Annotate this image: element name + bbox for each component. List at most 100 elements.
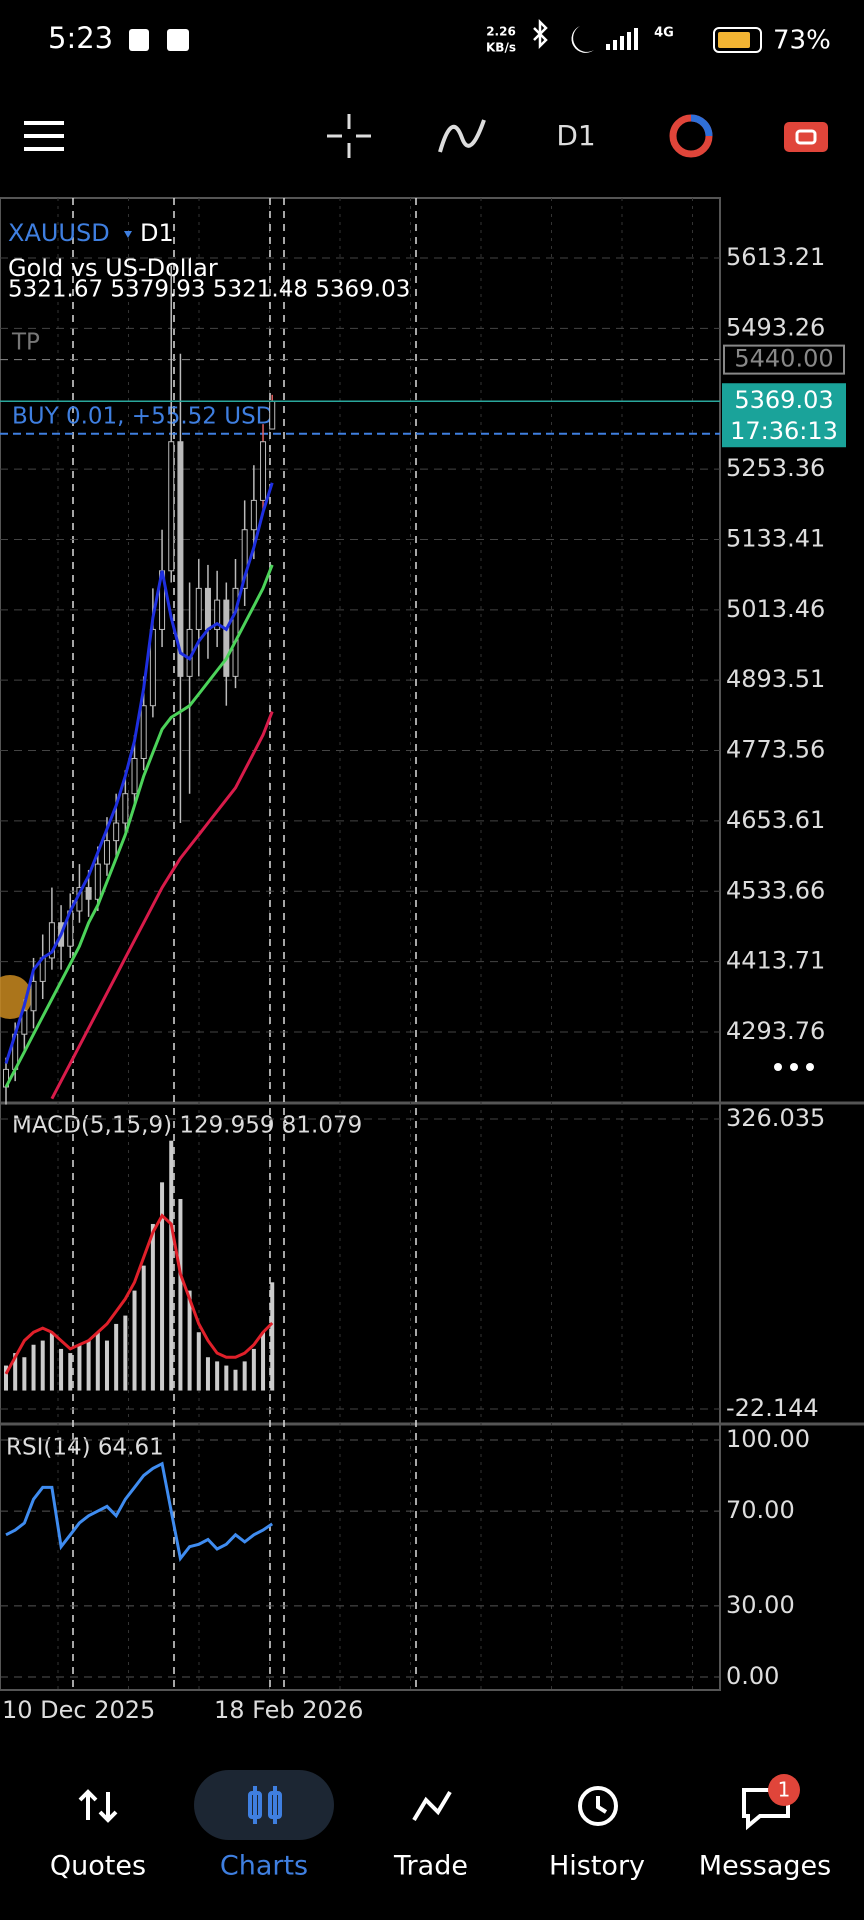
clock-button-accent[interactable] <box>690 114 713 137</box>
price-tick-label: 4893.51 <box>726 665 825 693</box>
price-tick-label: 4773.56 <box>726 736 825 764</box>
macd-signal-line <box>4 1213 274 1375</box>
nav-label[interactable]: Charts <box>220 1851 308 1882</box>
ma-green-line <box>4 564 274 1088</box>
rsi-tick-label: 100.00 <box>726 1425 810 1453</box>
macd-bar <box>224 1365 229 1391</box>
macd-bar <box>196 1332 201 1391</box>
current-price-box <box>722 383 846 448</box>
chart-frame <box>0 197 721 1691</box>
trade-button-icon[interactable] <box>795 129 817 145</box>
macd-bar <box>242 1361 247 1391</box>
ohlc: 5321.67 5379.93 5321.48 5369.03 <box>8 277 410 303</box>
bluetooth-icon <box>533 18 548 50</box>
macd-bar <box>77 1344 82 1391</box>
symbol-description: Gold vs US-Dollar <box>8 254 218 282</box>
macd-bar <box>31 1344 36 1391</box>
macd-bar <box>169 1140 174 1391</box>
price-tick-label: 4653.61 <box>726 806 825 834</box>
candle-body <box>223 599 230 677</box>
rsi-tick-label: 30.00 <box>726 1591 795 1619</box>
candle-body <box>48 922 55 959</box>
menu-button[interactable] <box>24 121 64 151</box>
tp-label: TP <box>11 330 40 356</box>
nav-label[interactable]: Messages <box>699 1851 831 1882</box>
nav-labels: Quotes Charts Trade History Messages <box>50 1851 831 1882</box>
macd-bar <box>178 1198 183 1391</box>
candle-body <box>140 705 147 759</box>
candle-body <box>204 587 211 630</box>
candle-body <box>94 863 101 900</box>
price-tick-label: 5613.21 <box>726 243 825 271</box>
macd-bar <box>150 1223 155 1391</box>
current-price-label: 5369.03 <box>734 386 833 414</box>
candle-body <box>260 441 267 501</box>
macd-bar <box>215 1361 220 1391</box>
ma-red-line <box>50 711 274 1100</box>
candle-body <box>3 1068 9 1088</box>
nav-label[interactable]: Quotes <box>50 1851 146 1882</box>
timeframe-button[interactable]: D1 <box>556 119 595 152</box>
chart-timeframe: D1 <box>140 219 174 247</box>
badge <box>768 1774 800 1806</box>
trade-icon[interactable] <box>412 1790 452 1822</box>
crosshair-button[interactable] <box>327 114 371 158</box>
macd-bar <box>86 1340 91 1391</box>
price-tick-label: 5013.46 <box>726 595 825 623</box>
macd-bar <box>40 1340 45 1391</box>
macd-bar <box>233 1369 238 1391</box>
candle-body <box>21 1010 28 1035</box>
candle-body <box>232 587 239 677</box>
quotes-icon[interactable] <box>78 1789 118 1823</box>
candle-body <box>122 793 129 824</box>
date-label: 18 Feb 2026 <box>214 1696 363 1724</box>
trade-button[interactable] <box>784 122 828 152</box>
macd-bar <box>95 1332 100 1391</box>
battery-icon <box>713 27 762 53</box>
candle-body <box>241 529 248 589</box>
position-label: BUY 0.01, +55.52 USD <box>12 404 273 430</box>
rsi-tick-label: 0.00 <box>726 1662 779 1690</box>
history-icon-hands[interactable] <box>596 1796 608 1814</box>
symbol-dropdown[interactable] <box>124 231 132 238</box>
countdown: 17:36:13 <box>730 417 838 445</box>
badge-count: 1 <box>778 1778 791 1802</box>
candle-body <box>177 441 184 677</box>
price-tick-label: 4293.76 <box>726 1017 825 1045</box>
price-tick-label: 4533.66 <box>726 876 825 904</box>
macd-bar <box>22 1357 27 1391</box>
more-button[interactable] <box>774 1063 814 1071</box>
macd-bar <box>251 1348 256 1391</box>
macd-bar <box>59 1348 64 1391</box>
rsi-tick-label: 70.00 <box>726 1496 795 1524</box>
price-tick-label: 4413.71 <box>726 947 825 975</box>
macd-bar <box>141 1265 146 1391</box>
macd-bar <box>123 1315 128 1391</box>
price-tick-label: 5253.36 <box>726 454 825 482</box>
nav-label[interactable]: History <box>549 1851 645 1882</box>
macd-bar <box>270 1282 275 1391</box>
macd-label: MACD(5,15,9) 129.959 81.079 <box>12 1113 362 1139</box>
indicators-button[interactable] <box>438 119 486 153</box>
price-tick-label: 5493.26 <box>726 313 825 341</box>
macd-bar <box>187 1290 192 1391</box>
charts-icon[interactable] <box>248 1786 282 1824</box>
price-tick-label: 5133.41 <box>726 524 825 552</box>
date-label: 10 Dec 2025 <box>2 1696 155 1724</box>
macd-bar <box>205 1357 210 1391</box>
macd-tick-label: -22.144 <box>726 1394 819 1422</box>
macd-bar <box>160 1182 165 1391</box>
rsi-label: RSI(14) 64.61 <box>6 1435 164 1461</box>
macd-bar <box>114 1323 119 1391</box>
battery-level <box>718 32 750 48</box>
macd-bar <box>4 1365 8 1391</box>
tp-price-label: 5440.00 <box>734 345 833 373</box>
app-icon <box>129 29 149 51</box>
candle-body <box>30 980 37 1012</box>
symbol[interactable]: XAUUSD <box>8 219 110 247</box>
candle-body <box>250 499 257 531</box>
nav-label[interactable]: Trade <box>393 1851 468 1882</box>
history-icon[interactable] <box>578 1786 618 1826</box>
